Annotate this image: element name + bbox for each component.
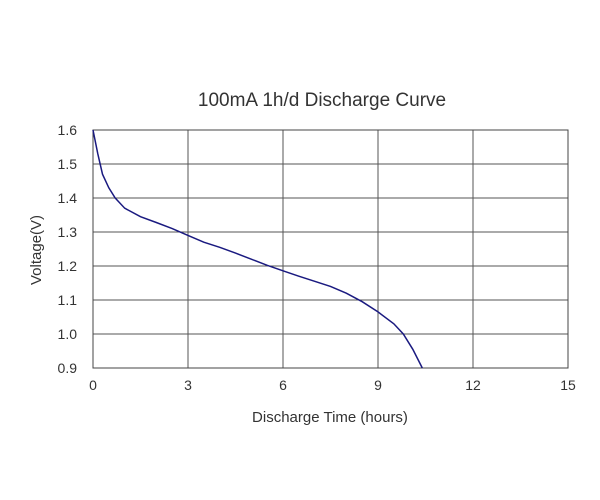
y-tick-label: 1.0 — [58, 326, 78, 342]
x-tick-label: 0 — [89, 377, 97, 393]
y-tick-label: 1.5 — [58, 156, 78, 172]
series-line — [92, 129, 423, 369]
y-tick-label: 1.6 — [58, 122, 78, 138]
x-tick-label: 15 — [560, 377, 576, 393]
x-tick-label: 9 — [374, 377, 382, 393]
y-tick-label: 0.9 — [58, 360, 78, 376]
tick-labels: 0 3 6 9 12 15 1.6 1.5 1.4 1.3 1.2 1.1 1.0 0.9 — [58, 122, 576, 393]
y-tick-label: 1.1 — [58, 292, 78, 308]
y-tick-label: 1.4 — [58, 190, 78, 206]
chart-title: 100mA 1h/d Discharge Curve — [198, 90, 446, 111]
plot-frame — [92, 129, 569, 369]
x-tick-label: 6 — [279, 377, 287, 393]
x-axis-label: Discharge Time (hours) — [252, 409, 408, 426]
y-axis-label: Voltage(V) — [28, 215, 45, 285]
grid-lines — [92, 129, 569, 369]
y-tick-label: 1.3 — [58, 224, 78, 240]
x-tick-label: 12 — [465, 377, 481, 393]
x-tick-label: 3 — [184, 377, 192, 393]
y-tick-label: 1.2 — [58, 258, 78, 274]
